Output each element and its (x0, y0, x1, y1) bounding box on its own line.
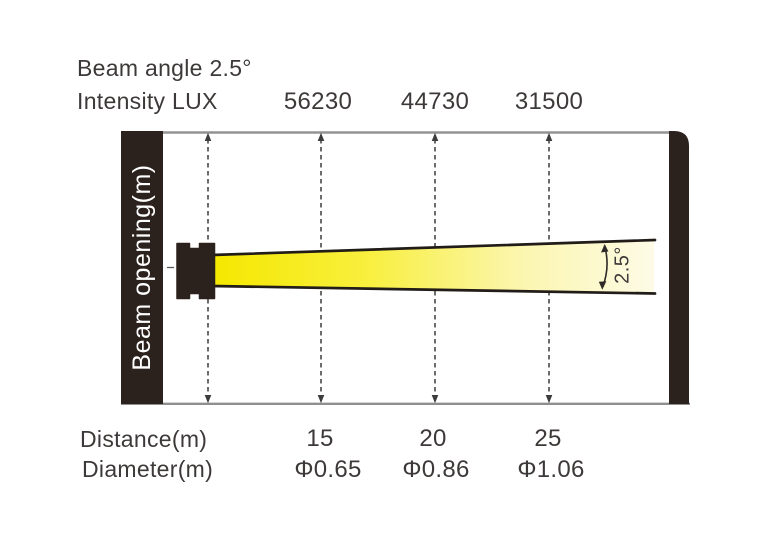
beam-angle-value-label: 2.5° (611, 246, 634, 284)
angle-arc-arrow-bottom (598, 281, 607, 290)
right-black-bar (669, 131, 689, 404)
diameter-row-label: Diameter(m) (82, 456, 214, 482)
beam-angle-title: Beam angle 2.5° (77, 55, 252, 81)
light-fixture-icon (176, 242, 216, 300)
left-black-bar (121, 131, 163, 404)
distance-value-3: 25 (534, 425, 562, 452)
diameter-value-3: Φ1.06 (517, 456, 585, 483)
diameter-value-1: Φ0.65 (294, 456, 362, 483)
angle-arc-arrow-top (601, 244, 609, 253)
diameter-value-2: Φ0.86 (402, 456, 470, 483)
beam-top-edge (210, 238, 657, 257)
beam-opening-axis-label: Beam opening(m) (127, 164, 156, 371)
gridline-arrowheads (204, 132, 553, 404)
distance-value-2: 20 (419, 425, 447, 452)
light-beam (213, 240, 654, 294)
beam-bottom-edge (210, 284, 657, 295)
distance-row-label: Distance(m) (80, 426, 208, 452)
intensity-value-1: 56230 (283, 88, 353, 115)
intensity-value-3: 31500 (514, 88, 584, 115)
distance-value-1: 15 (306, 425, 334, 452)
intensity-label: Intensity LUX (77, 88, 218, 114)
intensity-value-2: 44730 (400, 88, 470, 115)
